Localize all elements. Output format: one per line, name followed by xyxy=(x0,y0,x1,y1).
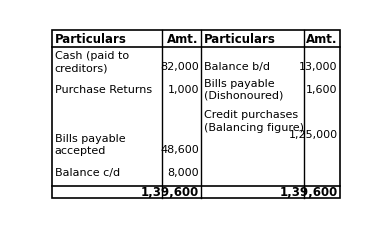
Text: 1,000: 1,000 xyxy=(167,84,199,94)
Text: 13,000: 13,000 xyxy=(299,62,338,72)
Text: Bills payable
accepted: Bills payable accepted xyxy=(55,133,125,156)
Text: 1,39,600: 1,39,600 xyxy=(279,186,338,199)
Text: Balance c/d: Balance c/d xyxy=(55,167,120,177)
Text: Particulars: Particulars xyxy=(204,33,276,46)
Text: 1,25,000: 1,25,000 xyxy=(288,130,338,140)
Text: 8,000: 8,000 xyxy=(167,167,199,177)
Text: 1,600: 1,600 xyxy=(306,84,338,94)
Text: Particulars: Particulars xyxy=(55,33,126,46)
Text: Purchase Returns: Purchase Returns xyxy=(55,84,152,94)
Text: Amt.: Amt. xyxy=(306,33,338,46)
Text: Cash (paid to
creditors): Cash (paid to creditors) xyxy=(55,51,129,73)
Text: Balance b/d: Balance b/d xyxy=(204,62,270,72)
Text: Credit purchases
(Balancing figure): Credit purchases (Balancing figure) xyxy=(204,110,304,132)
Text: 82,000: 82,000 xyxy=(160,62,199,72)
Text: Amt.: Amt. xyxy=(167,33,199,46)
Text: Bills payable
(Dishonoured): Bills payable (Dishonoured) xyxy=(204,78,284,101)
Text: 1,39,600: 1,39,600 xyxy=(141,186,199,199)
Text: 48,600: 48,600 xyxy=(160,145,199,155)
